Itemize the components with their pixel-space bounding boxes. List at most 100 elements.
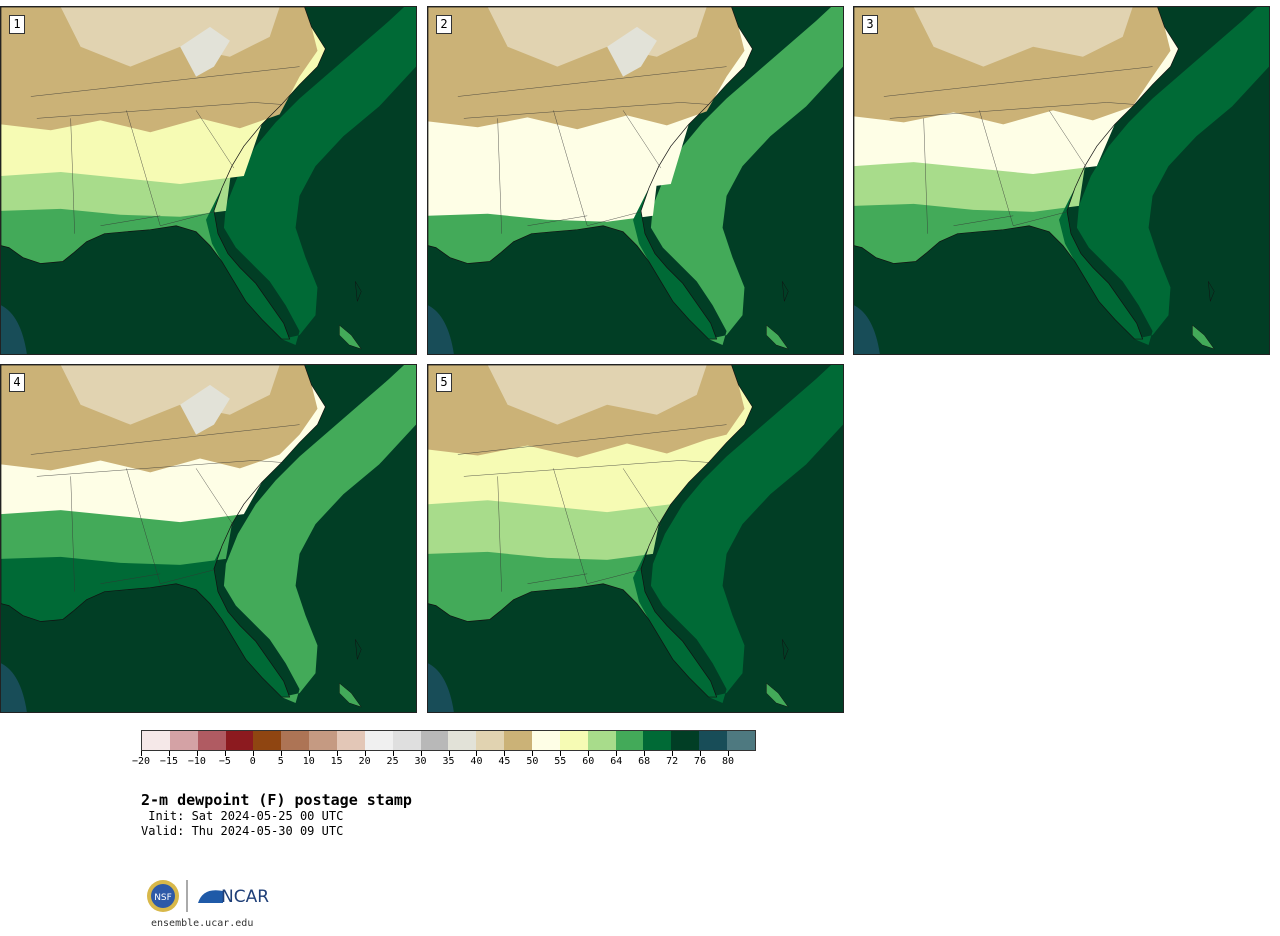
colorbar-swatch <box>253 731 282 750</box>
florida-peninsula <box>206 187 290 340</box>
island <box>1192 324 1215 350</box>
state-border <box>457 424 727 455</box>
state-border <box>497 118 502 234</box>
state-border <box>463 460 681 477</box>
state-border <box>527 215 588 226</box>
colorbar-tick-label: 64 <box>610 756 623 767</box>
state-border <box>680 460 709 463</box>
dewpoint-map-1 <box>1 7 416 354</box>
colorbar-tick <box>141 751 142 756</box>
coastline <box>428 365 753 698</box>
colorbar-tick-label: 30 <box>414 756 427 767</box>
coastline <box>1 7 326 340</box>
state-border <box>195 468 235 527</box>
panel-number-label: 5 <box>436 373 452 392</box>
colorbar-tick <box>420 751 422 756</box>
colorbar-swatch <box>197 731 226 750</box>
colorbar-swatch <box>142 731 170 750</box>
colorbar-tick-label: 40 <box>470 756 483 767</box>
colorbar-swatch <box>532 731 560 750</box>
colorbar-tick <box>728 751 730 756</box>
map-panel-3: 3 <box>853 6 1270 355</box>
state-border <box>100 573 161 584</box>
colorbar-tick-label: −15 <box>159 756 178 767</box>
colorbar-tick <box>364 751 366 756</box>
colorbar-tick-label: 25 <box>386 756 399 767</box>
logos: NSF NCAR <box>145 877 275 915</box>
panel-number-label: 3 <box>862 15 878 34</box>
state-border <box>953 215 1014 226</box>
state-border <box>889 102 1107 119</box>
state-border <box>160 569 215 584</box>
nsf-logo: NSF <box>147 880 179 912</box>
state-border <box>497 476 502 592</box>
island <box>339 324 362 350</box>
state-border <box>253 460 282 463</box>
colorbar-swatch <box>420 731 449 750</box>
colorbar-tick <box>504 751 506 756</box>
colorbar-ticks: −20 −15 −10 −5 0 5 10 15 20 25 30 35 40 45 50 55 60 64 68 7… <box>132 751 756 771</box>
colorbar-swatch <box>169 731 198 750</box>
state-border <box>883 66 1153 97</box>
state-border <box>553 110 588 226</box>
state-border <box>680 102 709 105</box>
colorbar-tick <box>168 751 170 756</box>
panel-number-label: 4 <box>9 373 25 392</box>
coastal-water <box>648 7 843 346</box>
island <box>766 324 789 350</box>
ocean-cool-patch <box>1 663 27 712</box>
colorbar-tick-label: 68 <box>638 756 651 767</box>
florida-peninsula <box>206 545 290 698</box>
map-panel-4: 4 <box>0 364 417 713</box>
colorbar-swatch <box>727 731 755 750</box>
colorbar-tick-label: 20 <box>358 756 371 767</box>
colorbar-swatch <box>337 731 365 750</box>
colorbar-tick <box>448 751 450 756</box>
ncar-logo: NCAR <box>198 887 269 907</box>
chart-title: 2-m dewpoint (F) postage stamp <box>141 791 412 809</box>
state-border <box>126 468 161 584</box>
mountains-very-dry <box>607 26 657 77</box>
florida-peninsula <box>633 187 717 340</box>
coastal-water <box>1074 7 1269 346</box>
colorbar-swatch <box>587 731 616 750</box>
colorbar-swatch <box>504 731 533 750</box>
ocean-cool-patch <box>428 663 454 712</box>
colorbar <box>141 730 756 751</box>
panel-number-label: 2 <box>436 15 452 34</box>
island <box>339 682 362 708</box>
colorbar-tick <box>308 751 310 756</box>
colorbar-tick <box>672 751 674 756</box>
state-border <box>36 102 254 119</box>
colorbar-swatch <box>309 731 338 750</box>
coastline <box>1 365 326 698</box>
coastal-water <box>648 365 843 704</box>
colorbar-tick-label: 15 <box>330 756 343 767</box>
state-border <box>1106 102 1135 105</box>
mountains-very-dry <box>180 26 230 77</box>
state-border <box>100 215 161 226</box>
state-border <box>1048 110 1088 169</box>
state-border <box>923 118 928 234</box>
state-border <box>587 569 642 584</box>
island <box>355 281 362 302</box>
dewpoint-map-3 <box>854 7 1269 354</box>
coastal-water <box>221 7 416 346</box>
state-border <box>622 468 662 527</box>
colorbar-swatch <box>699 731 728 750</box>
ocean-cool-patch <box>428 305 454 354</box>
colorbar-swatch <box>671 731 700 750</box>
state-border <box>30 424 300 455</box>
colorbar-tick <box>252 751 254 756</box>
colorbar-tick <box>560 751 562 756</box>
colorbar-tick-label: −5 <box>218 756 231 767</box>
colorbar-tick-label: −20 <box>131 756 151 767</box>
island <box>355 639 362 660</box>
site-url: ensemble.ucar.edu <box>151 918 254 929</box>
highlands-dry <box>60 7 280 67</box>
highlands-dry <box>487 365 707 425</box>
state-border <box>70 476 75 592</box>
state-border <box>1013 211 1068 226</box>
map-panel-5: 5 <box>427 364 844 713</box>
colorbar-tick-label: −10 <box>187 756 206 767</box>
